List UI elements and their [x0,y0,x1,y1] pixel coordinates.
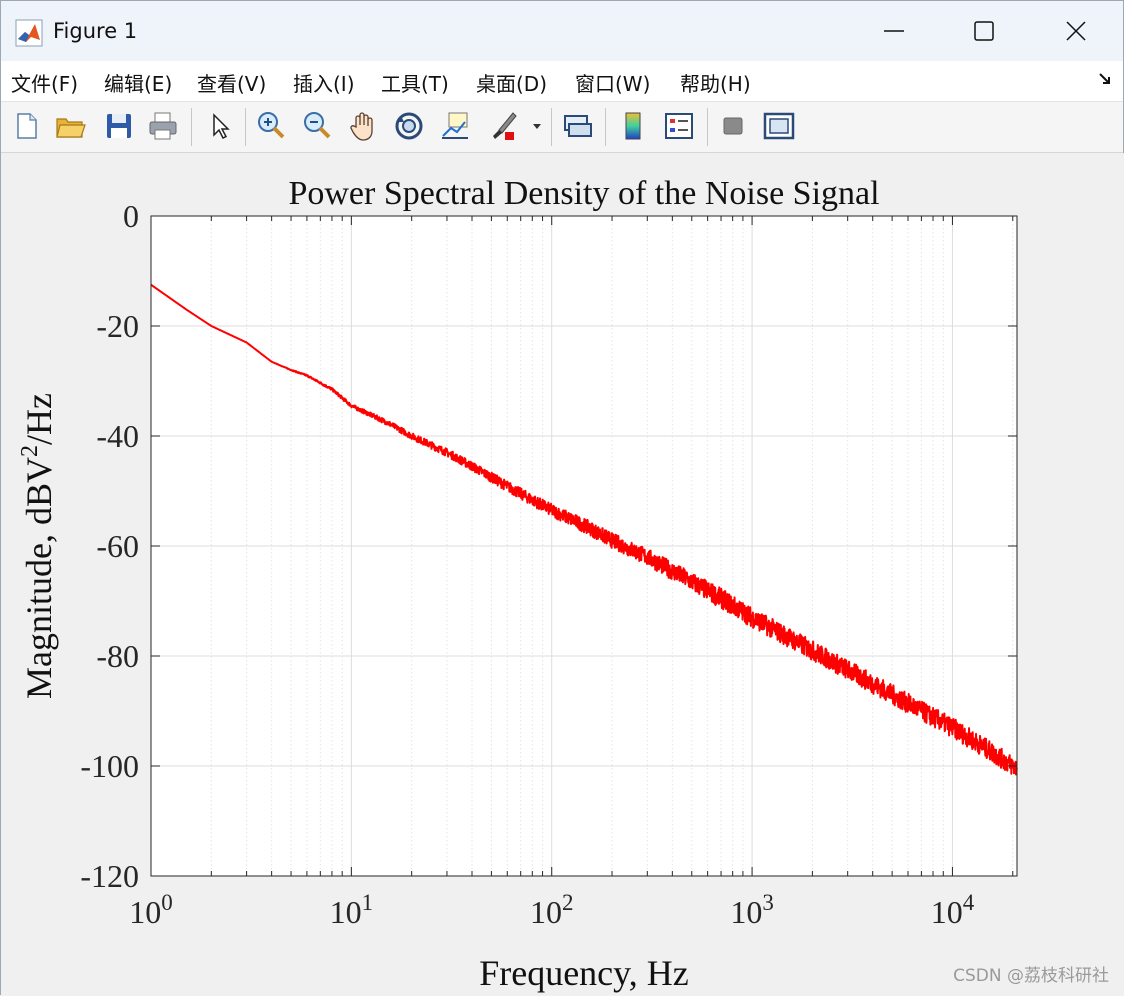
toolbar-separator [551,108,552,146]
open-file-icon [56,118,86,138]
data-cursor-icon [442,112,468,139]
title-bar[interactable]: Figure 1 [1,1,1123,61]
x-tick-label: 100 [129,890,173,930]
pan-button[interactable] [345,108,381,144]
y-tick-label: -60 [96,528,139,564]
pointer-icon [213,113,230,140]
menu-help[interactable]: 帮助(H) [680,72,751,96]
watermark: CSDN @荔枝科研社 [953,966,1109,986]
print-icon [149,112,177,140]
y-tick-label: -40 [96,418,139,454]
save-button[interactable] [101,108,137,144]
toolbar-separator [191,108,192,146]
save-icon [107,114,131,138]
menu-window[interactable]: 窗口(W) [575,72,651,96]
show-plot-tools-icon [763,112,795,140]
dock-arrow-icon[interactable] [1097,71,1113,87]
brush-button[interactable] [485,108,521,144]
minimize-button[interactable] [849,1,939,61]
rotate-3d-button[interactable] [391,108,427,144]
y-tick-label: -120 [80,858,139,894]
zoom-in-icon [258,112,285,139]
pan-hand-icon [350,112,373,141]
rotate-3d-icon [395,112,423,140]
link-plot-button[interactable] [559,108,595,144]
maximize-button[interactable] [939,1,1029,61]
close-icon [1066,21,1086,41]
colorbar-icon [625,112,641,140]
zoom-in-button[interactable] [253,108,289,144]
new-figure-icon [17,113,37,139]
y-tick-label: -20 [96,308,139,344]
x-tick-label: 102 [530,890,574,930]
x-tick-label: 101 [330,890,374,930]
menu-file[interactable]: 文件(F) [11,72,79,96]
close-button[interactable] [1031,1,1121,61]
menu-edit[interactable]: 编辑(E) [104,72,173,96]
zoom-out-icon [304,112,331,139]
brush-dropdown-button[interactable] [527,108,547,144]
psd-series-line[interactable] [150,283,1018,776]
menu-tools[interactable]: 工具(T) [381,72,449,96]
chart-title: Power Spectral Density of the Noise Sign… [288,175,879,212]
toolbar-separator [245,108,246,146]
legend-button[interactable] [661,108,697,144]
figure-toolbar [1,102,1123,153]
zoom-out-button[interactable] [299,108,335,144]
hide-plot-tools-icon [723,117,743,135]
maximize-icon [974,21,994,41]
data-cursor-button[interactable] [437,108,473,144]
figure-area: 0 -20 -40 -60 -80 -100 -120 100 101 102 103 104 Powe… [1,153,1124,996]
matlab-logo-icon [15,19,43,47]
hide-plot-tools-button[interactable] [715,108,751,144]
menu-insert[interactable]: 插入(I) [293,72,355,96]
y-tick-label: -80 [96,638,139,674]
toolbar-separator [707,108,708,146]
brush-icon [493,112,517,140]
x-tick-label: 104 [931,890,975,930]
link-plot-icon [564,115,592,137]
x-tick-label: 103 [730,890,774,930]
pointer-button[interactable] [201,108,237,144]
menu-view[interactable]: 查看(V) [197,72,267,96]
brush-dropdown-icon [533,124,541,129]
minimize-icon [884,30,904,32]
legend-icon [665,113,693,139]
open-file-button[interactable] [53,108,89,144]
x-axis-label: Frequency, Hz [479,953,689,993]
print-button[interactable] [145,108,181,144]
new-figure-button[interactable] [9,108,45,144]
colorbar-button[interactable] [615,108,651,144]
y-axis-label: Magnitude, dBV2/Hz [17,393,59,699]
show-plot-tools-button[interactable] [761,108,797,144]
y-tick-label: 0 [123,198,139,234]
window-title: Figure 1 [53,19,138,43]
toolbar-separator [605,108,606,146]
menu-bar: 文件(F) 编辑(E) 查看(V) 插入(I) 工具(T) 桌面(D) 窗口(W… [1,61,1123,102]
menu-desktop[interactable]: 桌面(D) [476,72,548,96]
y-tick-label: -100 [80,748,139,784]
